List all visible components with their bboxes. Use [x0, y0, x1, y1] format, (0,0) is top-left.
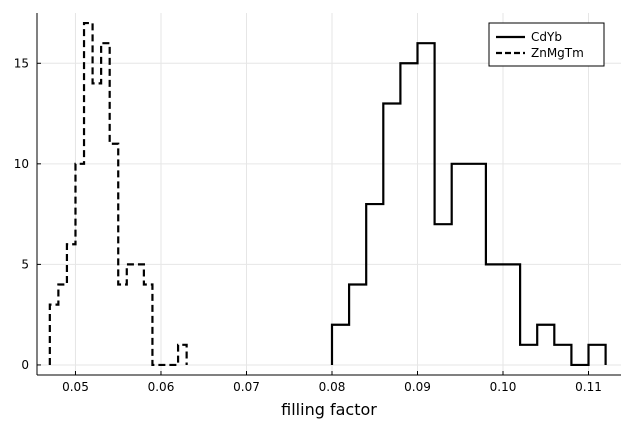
y-tick-label: 0 [21, 358, 29, 372]
series-znmgtm-line [48, 21, 188, 367]
y-ticks: 0 5 10 15 [14, 56, 41, 372]
axes [36, 13, 621, 376]
x-axis-label: filling factor [281, 400, 377, 419]
x-tick-label: 0.09 [404, 380, 431, 394]
x-tick-label: 0.10 [490, 380, 517, 394]
x-tick-label: 0.08 [319, 380, 346, 394]
series-cdyb-line [330, 42, 607, 367]
legend-label-cdyb: CdYb [531, 30, 562, 44]
y-tick-label: 5 [21, 257, 29, 271]
legend-label-znmgtm: ZnMgTm [531, 46, 584, 60]
x-tick-label: 0.07 [233, 380, 260, 394]
x-tick-label: 0.11 [575, 380, 602, 394]
series-group [48, 21, 607, 367]
legend-box [488, 22, 605, 67]
y-tick-label: 15 [14, 56, 29, 70]
legend: CdYb ZnMgTm [488, 22, 605, 67]
y-tick-label: 10 [14, 157, 29, 171]
x-tick-label: 0.06 [148, 380, 175, 394]
x-ticks: 0.05 0.06 0.07 0.08 0.09 0.10 0.11 [62, 371, 602, 394]
grid-lines [37, 13, 621, 375]
x-tick-label: 0.05 [62, 380, 89, 394]
